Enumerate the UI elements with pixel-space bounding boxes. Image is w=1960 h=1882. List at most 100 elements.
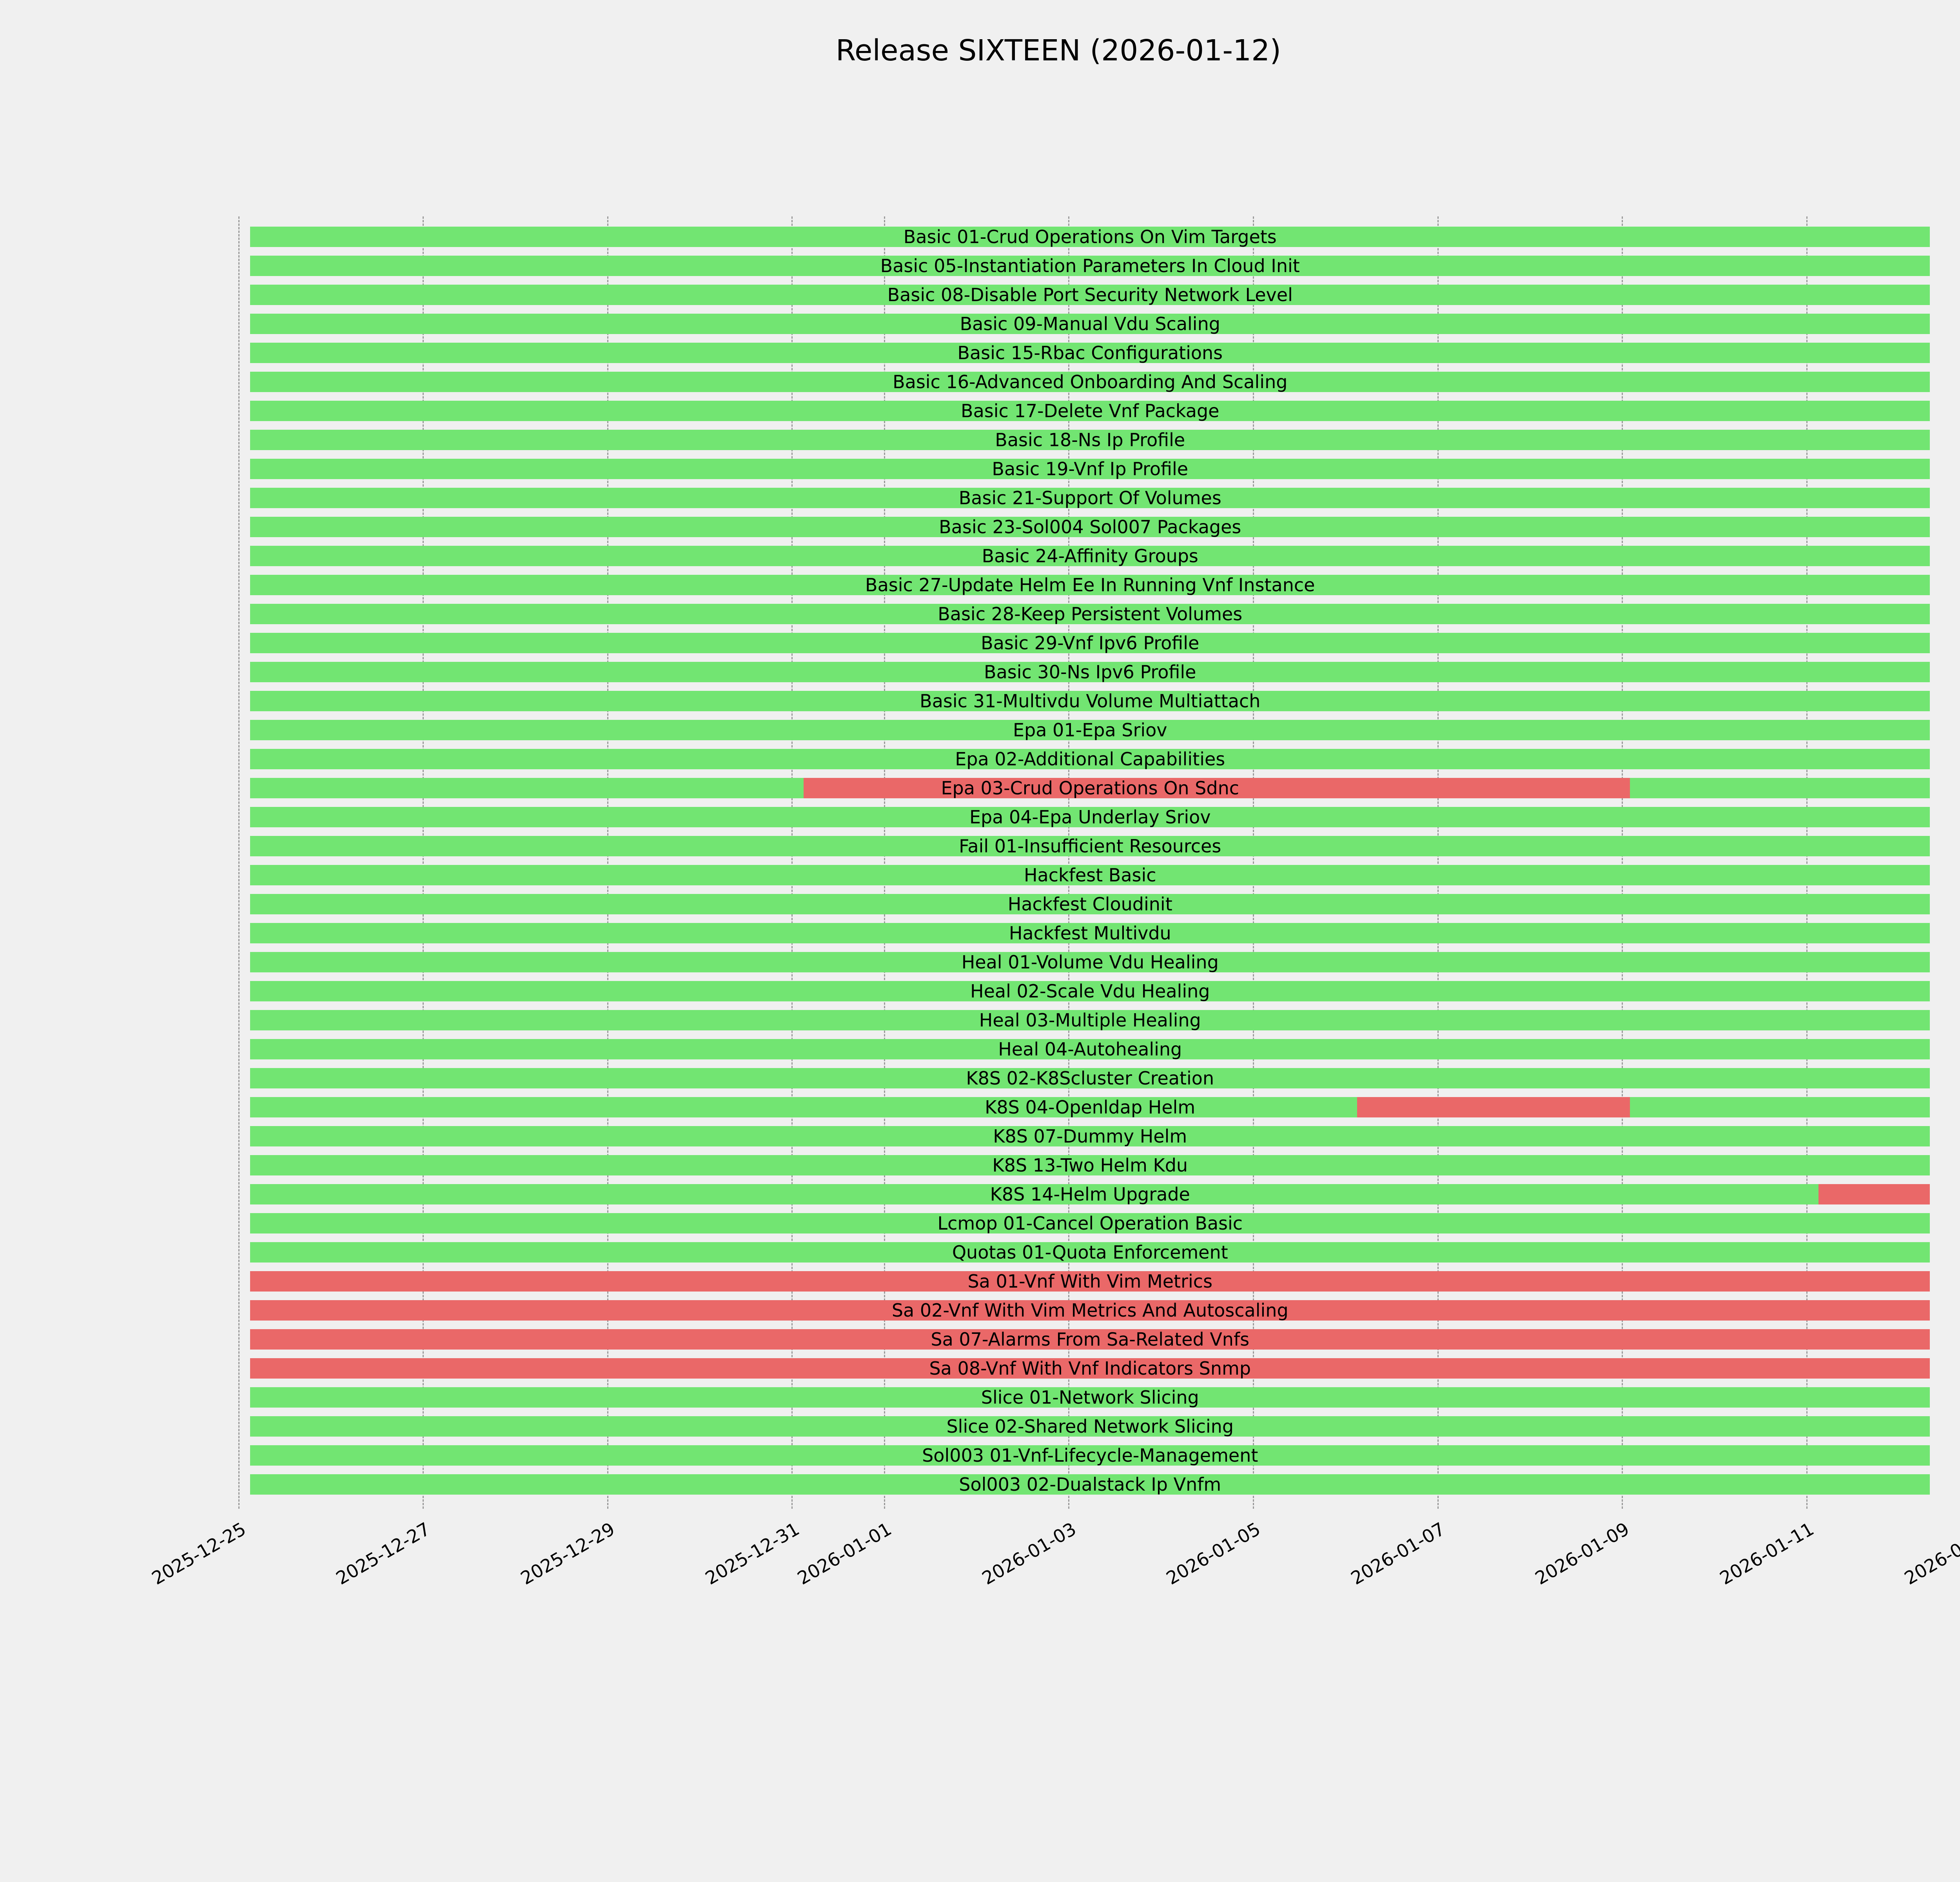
gantt-bar-segment-pass — [250, 749, 1930, 769]
task-label: Basic 05-Instantiation Parameters In Clo… — [880, 255, 1300, 276]
gantt-row: Epa 01-Epa Sriov — [0, 720, 1960, 740]
gantt-bar-segment-fail — [804, 778, 1630, 798]
x-axis-tick-label: 2026-01-01 — [793, 1518, 895, 1589]
gantt-bar-segment-pass — [250, 865, 1930, 885]
task-label: Hackfest Cloudinit — [1007, 894, 1172, 915]
gantt-bar-segment-pass — [1630, 1097, 1930, 1117]
task-label: Heal 03-Multiple Healing — [979, 1010, 1201, 1031]
gantt-bar-segment-pass — [250, 1445, 1930, 1466]
chart-title: Release SIXTEEN (2026-01-12) — [835, 34, 1281, 67]
task-label: Epa 04-Epa Underlay Sriov — [969, 807, 1211, 828]
gantt-bar-segment-pass — [250, 952, 1930, 972]
gantt-row: Basic 05-Instantiation Parameters In Clo… — [0, 256, 1960, 276]
grid-line — [791, 216, 793, 1509]
gantt-row: Slice 01-Network Slicing — [0, 1387, 1960, 1408]
task-label: Heal 04-Autohealing — [998, 1039, 1182, 1060]
gantt-bar-segment-pass — [250, 517, 1930, 537]
x-axis-tick-label: 2025-12-31 — [701, 1518, 803, 1589]
task-label: Sa 07-Alarms From Sa-Related Vnfs — [931, 1329, 1250, 1350]
grid-line — [1068, 216, 1070, 1509]
gantt-row: Heal 01-Volume Vdu Healing — [0, 952, 1960, 972]
task-label: Lcmop 01-Cancel Operation Basic — [937, 1213, 1243, 1234]
gantt-bar-segment-pass — [250, 1416, 1930, 1437]
grid-line — [423, 216, 424, 1509]
task-label: K8S 02-K8Scluster Creation — [966, 1068, 1214, 1089]
task-label: Hackfest Basic — [1024, 865, 1156, 886]
task-label: Heal 01-Volume Vdu Healing — [961, 952, 1219, 973]
gantt-row: Epa 03-Crud Operations On Sdnc — [0, 778, 1960, 798]
gantt-row: Heal 04-Autohealing — [0, 1039, 1960, 1059]
gantt-row: Epa 04-Epa Underlay Sriov — [0, 807, 1960, 827]
task-label: Epa 02-Additional Capabilities — [955, 748, 1225, 770]
x-axis-tick-label: 2026-01-09 — [1532, 1518, 1633, 1589]
gantt-row: Basic 08-Disable Port Security Network L… — [0, 285, 1960, 305]
gantt-row: Fail 01-Insufficient Resources — [0, 836, 1960, 856]
gantt-bar-segment-pass — [250, 1387, 1930, 1408]
task-label: K8S 04-Openldap Helm — [985, 1097, 1196, 1118]
gantt-bar-segment-pass — [250, 1213, 1930, 1233]
gantt-row: Basic 31-Multivdu Volume Multiattach — [0, 691, 1960, 711]
gantt-bar-segment-pass — [250, 1184, 1818, 1204]
grid-line — [1437, 216, 1439, 1509]
gantt-bar-segment-pass — [250, 343, 1930, 363]
gantt-bar-segment-pass — [250, 430, 1930, 450]
gantt-bar-segment-pass — [250, 923, 1930, 943]
gantt-bar-segment-pass — [250, 981, 1930, 1001]
gantt-bar-segment-pass — [250, 459, 1930, 479]
x-axis-tick-label: 2025-12-25 — [148, 1518, 249, 1589]
gantt-row: Hackfest Basic — [0, 865, 1960, 885]
task-label: Quotas 01-Quota Enforcement — [952, 1242, 1228, 1263]
gantt-row: Basic 09-Manual Vdu Scaling — [0, 314, 1960, 334]
gantt-row: K8S 07-Dummy Helm — [0, 1126, 1960, 1146]
gantt-row: Basic 28-Keep Persistent Volumes — [0, 604, 1960, 624]
task-label: Basic 19-Vnf Ip Profile — [992, 458, 1189, 480]
gantt-bar-segment-pass — [250, 778, 804, 798]
gantt-row: Hackfest Multivdu — [0, 923, 1960, 943]
gantt-row: Epa 02-Additional Capabilities — [0, 749, 1960, 769]
task-label: Hackfest Multivdu — [1009, 923, 1171, 944]
grid-line — [1622, 216, 1623, 1509]
task-label: Epa 03-Crud Operations On Sdnc — [941, 778, 1240, 799]
gantt-bar-segment-pass — [250, 1068, 1930, 1088]
gantt-row: Sa 08-Vnf With Vnf Indicators Snmp — [0, 1358, 1960, 1379]
gantt-bar-segment-pass — [250, 807, 1930, 827]
x-axis-tick-label: 2026-01-13 — [1900, 1518, 1960, 1589]
gantt-bar-segment-pass — [250, 1039, 1930, 1059]
gantt-row: Basic 21-Support Of Volumes — [0, 488, 1960, 508]
gantt-row: K8S 04-Openldap Helm — [0, 1097, 1960, 1117]
x-axis-tick-label: 2025-12-29 — [517, 1518, 619, 1589]
task-label: Basic 21-Support Of Volumes — [958, 487, 1221, 509]
gantt-row: Basic 16-Advanced Onboarding And Scaling — [0, 372, 1960, 392]
task-label: Slice 02-Shared Network Slicing — [946, 1416, 1234, 1437]
task-label: Basic 17-Delete Vnf Package — [961, 400, 1220, 421]
gantt-row: Basic 24-Affinity Groups — [0, 546, 1960, 566]
gantt-bar-segment-pass — [250, 1126, 1930, 1146]
gantt-row: Basic 23-Sol004 Sol007 Packages — [0, 517, 1960, 537]
gantt-bar-segment-pass — [250, 401, 1930, 421]
gantt-bar-segment-fail — [250, 1358, 1930, 1379]
gantt-row: Basic 01-Crud Operations On Vim Targets — [0, 227, 1960, 247]
gantt-row: Sa 07-Alarms From Sa-Related Vnfs — [0, 1329, 1960, 1350]
x-axis-tick-label: 2026-01-05 — [1162, 1518, 1264, 1589]
gantt-bar-segment-fail — [1357, 1097, 1630, 1117]
task-label: Heal 02-Scale Vdu Healing — [970, 981, 1210, 1002]
gantt-row: Sa 02-Vnf With Vim Metrics And Autoscali… — [0, 1300, 1960, 1321]
gantt-bar-segment-pass — [250, 256, 1930, 276]
x-axis-tick-label: 2026-01-07 — [1347, 1518, 1449, 1589]
gantt-bar-segment-pass — [250, 575, 1930, 595]
task-label: Basic 27-Update Helm Ee In Running Vnf I… — [865, 574, 1315, 596]
gantt-bar-segment-fail — [250, 1300, 1930, 1321]
gantt-row: Basic 27-Update Helm Ee In Running Vnf I… — [0, 575, 1960, 595]
task-label: K8S 14-Helm Upgrade — [990, 1184, 1190, 1205]
gantt-row: Slice 02-Shared Network Slicing — [0, 1416, 1960, 1437]
gantt-row: Hackfest Cloudinit — [0, 894, 1960, 914]
gantt-bar-segment-pass — [250, 604, 1930, 624]
task-label: Basic 18-Ns Ip Profile — [995, 429, 1185, 451]
gantt-bar-segment-pass — [250, 488, 1930, 508]
gantt-row: K8S 13-Two Helm Kdu — [0, 1155, 1960, 1175]
x-axis-tick-label: 2025-12-27 — [332, 1518, 434, 1589]
gantt-bar-segment-pass — [250, 372, 1930, 392]
task-label: Slice 01-Network Slicing — [981, 1387, 1199, 1408]
grid-line — [884, 216, 885, 1509]
